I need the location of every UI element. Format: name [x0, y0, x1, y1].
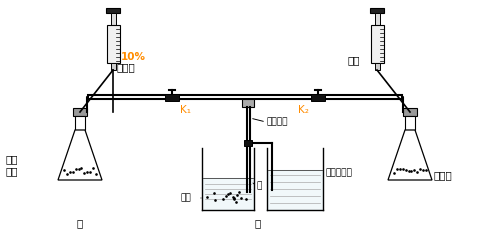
Bar [244, 140, 252, 146]
Bar [370, 8, 384, 13]
Bar [73, 108, 87, 116]
Polygon shape [388, 130, 432, 180]
Bar [403, 108, 417, 116]
Text: 10%: 10% [121, 52, 146, 62]
Bar [374, 63, 379, 70]
Bar [111, 63, 116, 70]
Text: 盐酸: 盐酸 [347, 55, 360, 65]
Bar [370, 25, 384, 63]
Text: 澄清石灰水: 澄清石灰水 [325, 168, 352, 178]
Bar [111, 13, 116, 25]
Polygon shape [58, 130, 102, 180]
Text: 具支试管: 具支试管 [266, 117, 288, 127]
Text: 碳酸钙: 碳酸钙 [433, 170, 452, 180]
Bar [311, 93, 325, 100]
Bar [405, 116, 415, 130]
Text: 双氧水: 双氧水 [116, 62, 135, 72]
Text: 二氧
化锰: 二氧 化锰 [5, 154, 18, 176]
Bar [75, 116, 85, 130]
Text: 水: 水 [256, 182, 261, 191]
Text: K₂: K₂ [298, 105, 309, 115]
Text: 乙: 乙 [255, 218, 261, 228]
Text: 甲: 甲 [77, 218, 83, 228]
Text: K₁: K₁ [180, 105, 191, 115]
Bar [106, 8, 120, 13]
Bar [374, 13, 379, 25]
Bar [165, 93, 179, 100]
Text: 白磷: 白磷 [180, 193, 191, 202]
Bar [106, 25, 120, 63]
Bar [242, 99, 254, 107]
